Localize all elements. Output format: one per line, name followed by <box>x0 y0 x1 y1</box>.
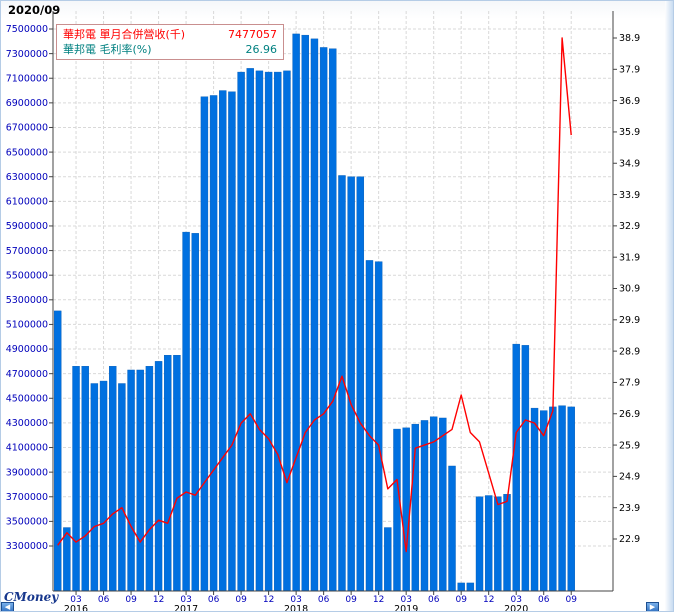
svg-text:38.9: 38.9 <box>619 33 640 44</box>
svg-text:03: 03 <box>290 595 301 605</box>
svg-text:7100000: 7100000 <box>6 73 48 84</box>
svg-text:2017: 2017 <box>174 604 198 612</box>
svg-text:3700000: 3700000 <box>6 492 48 503</box>
legend-margin-row: 華邦電 毛利率(%) 26.96 <box>63 42 277 57</box>
svg-text:33.9: 33.9 <box>619 190 640 201</box>
legend-revenue-row: 華邦電 單月合併營收(千) 7477057 <box>63 27 277 42</box>
window-edge-strip <box>665 1 673 611</box>
svg-text:06: 06 <box>208 595 220 605</box>
top-bar: 2020/09 <box>1 1 673 19</box>
svg-text:09: 09 <box>125 595 137 605</box>
svg-text:3300000: 3300000 <box>6 541 48 552</box>
svg-text:3500000: 3500000 <box>6 517 48 528</box>
svg-text:4300000: 4300000 <box>6 418 48 429</box>
svg-text:09: 09 <box>345 595 357 605</box>
svg-text:03: 03 <box>70 595 81 605</box>
svg-text:12: 12 <box>373 595 384 605</box>
svg-text:06: 06 <box>318 595 330 605</box>
svg-text:4700000: 4700000 <box>6 369 48 380</box>
svg-text:03: 03 <box>180 595 191 605</box>
svg-text:09: 09 <box>235 595 247 605</box>
legend-margin-label: 華邦電 毛利率(%) <box>63 43 152 56</box>
svg-text:5900000: 5900000 <box>6 221 48 232</box>
svg-text:06: 06 <box>428 595 440 605</box>
svg-text:37.9: 37.9 <box>619 65 640 76</box>
svg-text:12: 12 <box>153 595 164 605</box>
svg-text:22.9: 22.9 <box>619 534 640 545</box>
svg-text:12: 12 <box>263 595 274 605</box>
cursor-date-label: 2020/09 <box>8 3 61 17</box>
svg-text:12: 12 <box>483 595 494 605</box>
svg-text:6900000: 6900000 <box>6 98 48 109</box>
svg-text:27.9: 27.9 <box>619 378 640 389</box>
legend-revenue-value: 7477057 <box>228 28 277 41</box>
svg-text:4100000: 4100000 <box>6 443 48 454</box>
svg-text:2020: 2020 <box>504 604 528 612</box>
svg-text:09: 09 <box>455 595 467 605</box>
svg-text:30.9: 30.9 <box>619 284 640 295</box>
arrow-left-icon: ◀ <box>4 603 11 611</box>
legend-margin-value: 26.96 <box>245 43 278 56</box>
svg-text:28.9: 28.9 <box>619 346 640 357</box>
scroll-left-button[interactable]: ◀ <box>1 602 14 611</box>
svg-text:3900000: 3900000 <box>6 467 48 478</box>
svg-text:36.9: 36.9 <box>619 96 640 107</box>
svg-text:4500000: 4500000 <box>6 394 48 405</box>
svg-text:06: 06 <box>538 595 550 605</box>
svg-text:2019: 2019 <box>394 604 418 612</box>
svg-text:34.9: 34.9 <box>619 158 640 169</box>
scroll-right-button[interactable]: ▶ <box>646 602 659 611</box>
svg-text:2016: 2016 <box>64 604 88 612</box>
svg-text:35.9: 35.9 <box>619 127 640 138</box>
legend-box: 華邦電 單月合併營收(千) 7477057 華邦電 毛利率(%) 26.96 <box>56 24 284 60</box>
svg-text:31.9: 31.9 <box>619 252 640 263</box>
svg-text:25.9: 25.9 <box>619 440 640 451</box>
svg-text:03: 03 <box>400 595 411 605</box>
svg-text:6100000: 6100000 <box>6 197 48 208</box>
svg-text:24.9: 24.9 <box>619 472 640 483</box>
svg-text:26.9: 26.9 <box>619 409 640 420</box>
svg-text:09: 09 <box>565 595 577 605</box>
svg-text:5500000: 5500000 <box>6 270 48 281</box>
svg-text:5300000: 5300000 <box>6 295 48 306</box>
svg-text:4900000: 4900000 <box>6 344 48 355</box>
svg-text:5100000: 5100000 <box>6 320 48 331</box>
svg-text:5700000: 5700000 <box>6 246 48 257</box>
legend-revenue-label: 華邦電 單月合併營收(千) <box>63 28 186 41</box>
svg-text:7500000: 7500000 <box>6 24 48 35</box>
svg-text:7300000: 7300000 <box>6 49 48 60</box>
svg-text:29.9: 29.9 <box>619 315 640 326</box>
svg-text:6700000: 6700000 <box>6 123 48 134</box>
svg-text:03: 03 <box>510 595 521 605</box>
svg-text:2018: 2018 <box>284 604 308 612</box>
svg-text:6500000: 6500000 <box>6 147 48 158</box>
svg-text:06: 06 <box>98 595 110 605</box>
svg-text:23.9: 23.9 <box>619 503 640 514</box>
arrow-right-icon: ▶ <box>649 603 656 611</box>
svg-text:32.9: 32.9 <box>619 221 640 232</box>
cmoney-logo: CMoney <box>4 590 59 604</box>
svg-text:6300000: 6300000 <box>6 172 48 183</box>
